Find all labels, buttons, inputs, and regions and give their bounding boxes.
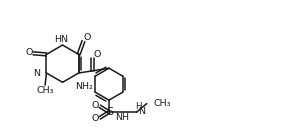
Text: NH₂: NH₂ [75,82,93,91]
Text: S: S [106,107,113,117]
Text: O: O [92,115,99,124]
Text: N: N [138,107,145,116]
Text: NH: NH [115,113,129,122]
Text: O: O [83,33,91,42]
Text: O: O [93,50,100,59]
Text: H: H [135,102,142,111]
Text: O: O [26,48,33,57]
Text: HN: HN [54,35,69,44]
Text: O: O [92,101,99,110]
Text: N: N [33,69,40,78]
Text: CH₃: CH₃ [154,99,171,108]
Text: CH₃: CH₃ [37,86,54,95]
